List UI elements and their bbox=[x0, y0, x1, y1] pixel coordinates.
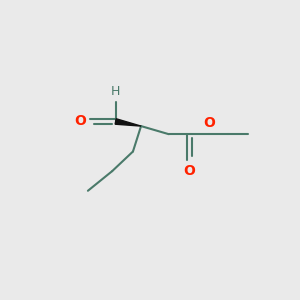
Text: O: O bbox=[203, 116, 215, 130]
Text: H: H bbox=[111, 85, 120, 98]
Polygon shape bbox=[115, 119, 141, 126]
Text: O: O bbox=[184, 164, 196, 178]
Text: O: O bbox=[74, 115, 86, 128]
